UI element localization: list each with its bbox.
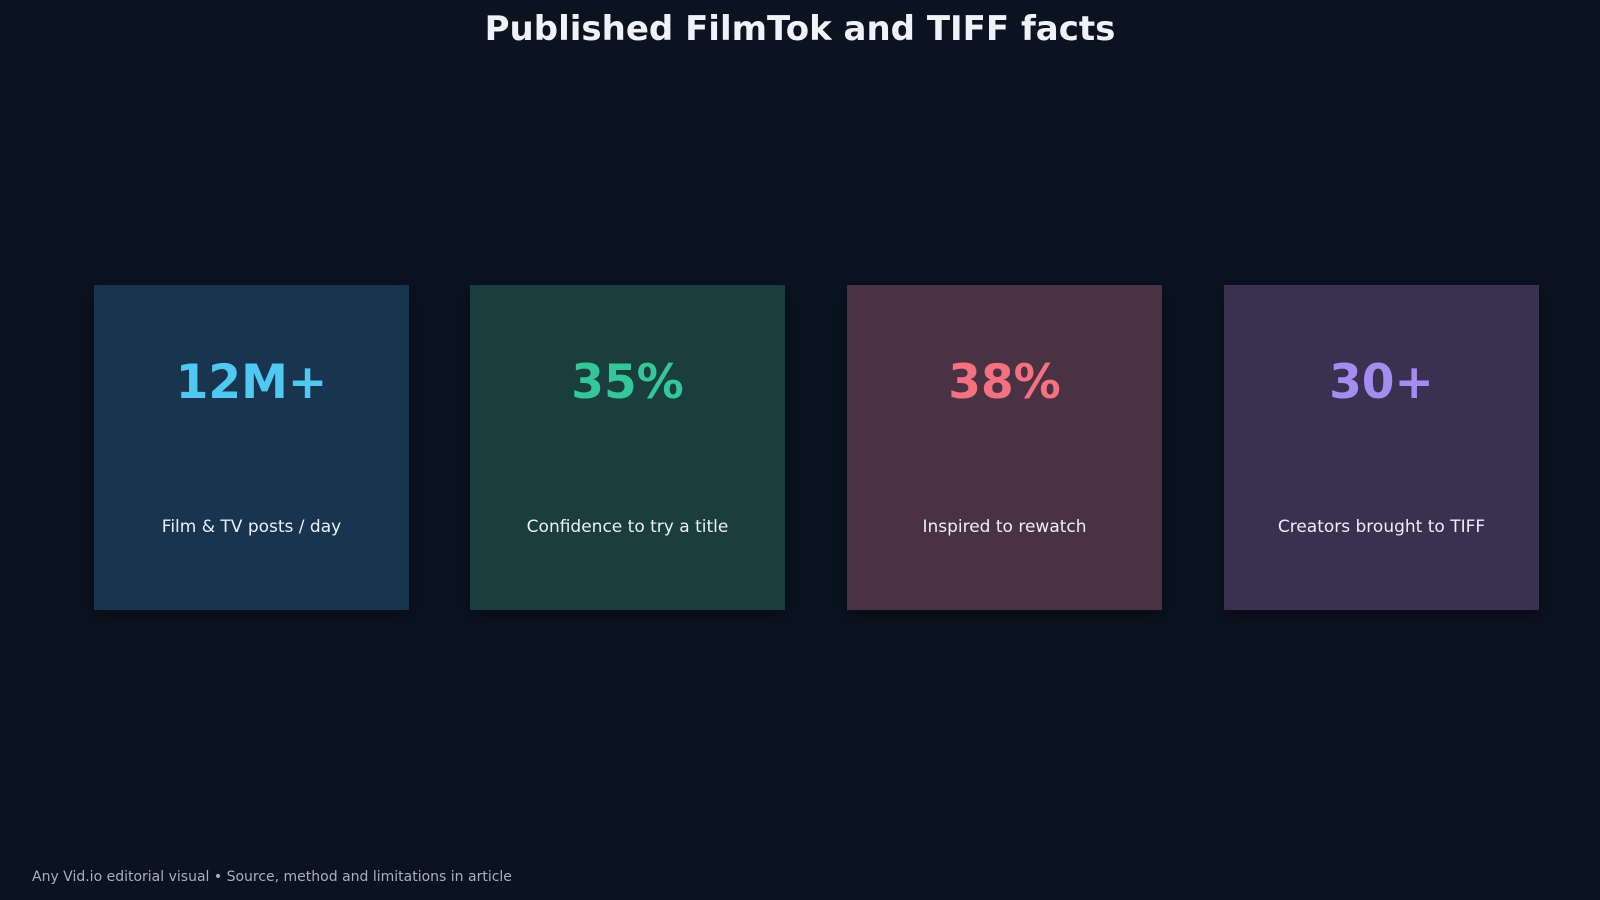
stat-card-rewatch: 38% Inspired to rewatch — [847, 285, 1162, 610]
stat-card-posts-per-day: 12M+ Film & TV posts / day — [94, 285, 409, 610]
stat-card-confidence: 35% Confidence to try a title — [470, 285, 785, 610]
stat-label: Creators brought to TIFF — [1277, 517, 1486, 537]
page-title: Published FilmTok and TIFF facts — [484, 9, 1116, 49]
stat-cards: 12M+ Film & TV posts / day 35% Confidenc… — [94, 285, 1539, 610]
stat-value: 30+ — [1329, 355, 1434, 410]
stat-label: Confidence to try a title — [526, 517, 729, 537]
stat-value: 38% — [948, 355, 1061, 410]
footer-note: Any Vid.io editorial visual • Source, me… — [32, 869, 512, 885]
stat-label: Inspired to rewatch — [922, 517, 1087, 537]
stat-label: Film & TV posts / day — [161, 517, 342, 537]
stat-card-creators: 30+ Creators brought to TIFF — [1224, 285, 1539, 610]
stat-value: 35% — [571, 355, 684, 410]
stat-value: 12M+ — [175, 355, 328, 410]
